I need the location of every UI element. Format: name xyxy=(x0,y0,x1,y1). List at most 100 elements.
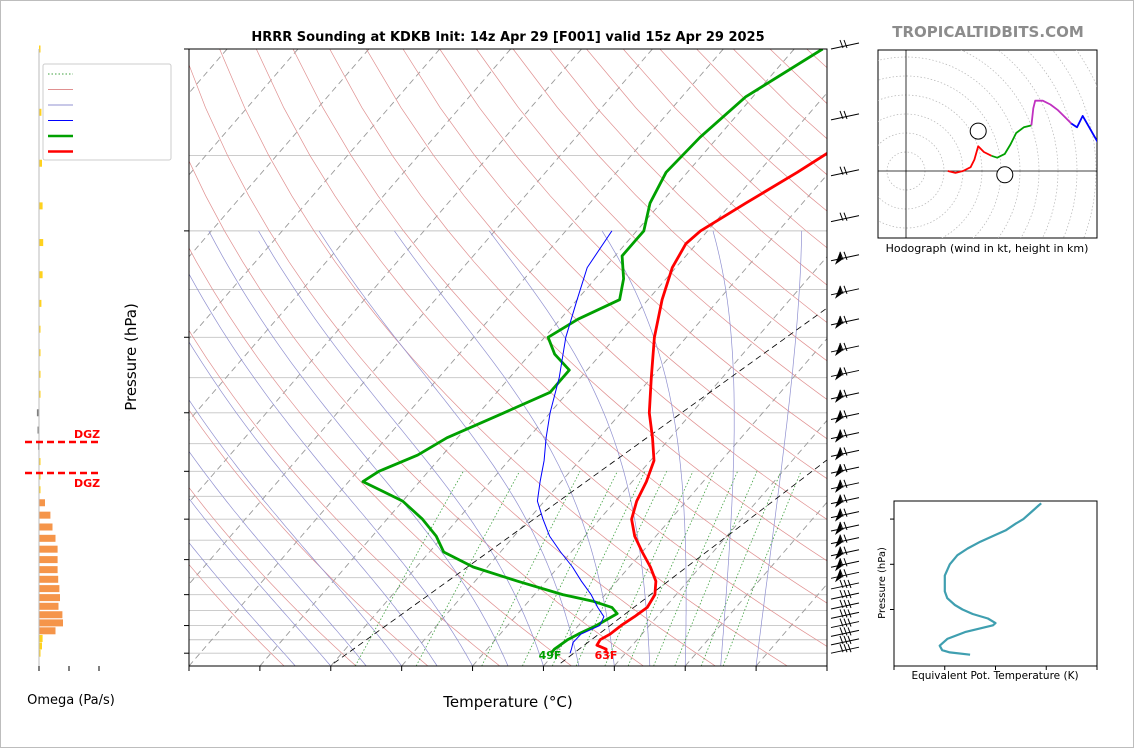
wind-barb-feather xyxy=(848,636,851,644)
omega-bar xyxy=(39,585,59,592)
wind-barb-feather xyxy=(844,580,847,588)
wind-barb xyxy=(831,580,859,589)
wind-barb-feather xyxy=(844,619,847,627)
wind-barb xyxy=(831,590,859,599)
wind-barb xyxy=(831,447,859,460)
omega-bar xyxy=(39,576,58,583)
theta-e-panel: Equivalent Pot. Temperature (K) Pressure… xyxy=(877,501,1097,682)
theta-e-ylabel: Pressure (hPa) xyxy=(877,547,888,619)
wind-barb xyxy=(831,167,859,176)
wind-barb-feather xyxy=(844,447,847,455)
wind-barb xyxy=(831,286,859,299)
mixing-ratio-line xyxy=(416,471,519,666)
pseudoadiabat-line xyxy=(756,231,802,666)
legend-box xyxy=(43,64,171,160)
wind-barb-feather xyxy=(844,286,847,294)
omega-bar xyxy=(39,535,56,542)
wind-barb-feather xyxy=(844,252,847,260)
omega-bar xyxy=(39,594,60,601)
wind-barb-feather xyxy=(848,580,851,588)
wind-barb xyxy=(831,410,859,423)
wind-barb xyxy=(831,509,859,522)
omega-bar xyxy=(39,271,43,278)
wind-barb-feather xyxy=(844,600,847,608)
storm-motion-marker xyxy=(970,123,986,139)
omega-bar xyxy=(39,556,58,563)
wind-barb-feather xyxy=(848,600,851,608)
wind-barb xyxy=(831,430,859,443)
wind-barb xyxy=(831,111,859,120)
hodograph-frame xyxy=(878,50,1097,238)
wind-barb-feather xyxy=(848,627,851,635)
pseudoadiabat-line xyxy=(489,231,650,666)
wind-barb-feather xyxy=(844,535,847,543)
wind-barb-feather xyxy=(844,410,847,418)
wind-barb-feather xyxy=(844,609,847,617)
wind-barb xyxy=(831,464,859,477)
mixing-ratio-line xyxy=(723,471,801,666)
omega-bar xyxy=(39,202,43,209)
wind-barb xyxy=(831,547,859,560)
omega-bar xyxy=(39,635,43,642)
wind-barb xyxy=(831,252,859,265)
skewt-xlabel: Temperature (°C) xyxy=(442,693,572,711)
wind-barb-feather xyxy=(844,547,847,555)
mixing-ratio-line xyxy=(355,471,463,666)
omega-bar xyxy=(39,619,63,626)
wind-barb-feather xyxy=(844,316,847,324)
omega-bar xyxy=(39,603,59,610)
wind-barb-feather xyxy=(844,343,847,351)
dgz-top-label: DGZ xyxy=(74,428,100,441)
omega-bar xyxy=(39,627,56,634)
storm-motion-marker xyxy=(997,167,1013,183)
wind-barb-feather xyxy=(844,495,847,503)
wind-barb xyxy=(831,627,859,636)
profile-dewpoint xyxy=(363,49,823,653)
wind-barb xyxy=(831,522,859,535)
mixing-ratio-line xyxy=(482,471,580,666)
wind-barb xyxy=(831,213,859,222)
surface-dewpoint-label: 49F xyxy=(539,649,562,662)
wind-barb-feather xyxy=(844,213,847,221)
dgz-markers: DGZ DGZ xyxy=(25,428,100,490)
wind-barb-feather xyxy=(844,167,847,175)
wind-barb-feather xyxy=(844,644,847,652)
mixing-ratio-line xyxy=(654,471,738,666)
wind-barb xyxy=(831,367,859,380)
wind-barb xyxy=(831,569,859,582)
mixing-ratio-line xyxy=(701,471,781,666)
wind-barb-feather xyxy=(848,619,851,627)
dry-adiabat-line xyxy=(220,49,788,666)
wind-barb-feather xyxy=(844,367,847,375)
watermark: TROPICALTIDBITS.COM xyxy=(892,23,1084,41)
hodograph-panel: Hodograph (wind in kt, height in km) xyxy=(640,1,1134,437)
wind-barb xyxy=(831,558,859,571)
wind-barb xyxy=(831,600,859,609)
wind-barb-feather xyxy=(844,430,847,438)
wind-barb-feather xyxy=(844,390,847,398)
pseudoadiabat-line xyxy=(70,231,366,666)
mixing-ratio-line xyxy=(576,471,667,666)
isotherm-line xyxy=(118,49,652,666)
figure-title: HRRR Sounding at KDKB Init: 14z Apr 29 [… xyxy=(251,30,764,45)
wind-barb-feather xyxy=(844,40,847,48)
wind-barb xyxy=(831,480,859,493)
wind-barb-feather xyxy=(848,644,851,652)
surface-temperature-label: 63F xyxy=(595,649,618,662)
wind-barb-feather xyxy=(844,480,847,488)
omega-axis xyxy=(39,666,99,671)
omega-bar xyxy=(39,611,62,618)
skewt-legend xyxy=(43,64,171,160)
wind-barb xyxy=(831,609,859,618)
omega-bar xyxy=(39,546,58,553)
omega-bar xyxy=(39,499,45,506)
wind-barb-feather xyxy=(844,509,847,517)
pseudoadiabat-line xyxy=(99,231,402,666)
omega-bar xyxy=(39,523,53,530)
wind-barb-feather xyxy=(848,609,851,617)
wind-barbs xyxy=(831,40,859,653)
pseudoadiabat-line xyxy=(713,231,734,666)
dry-adiabat-line xyxy=(183,49,716,666)
